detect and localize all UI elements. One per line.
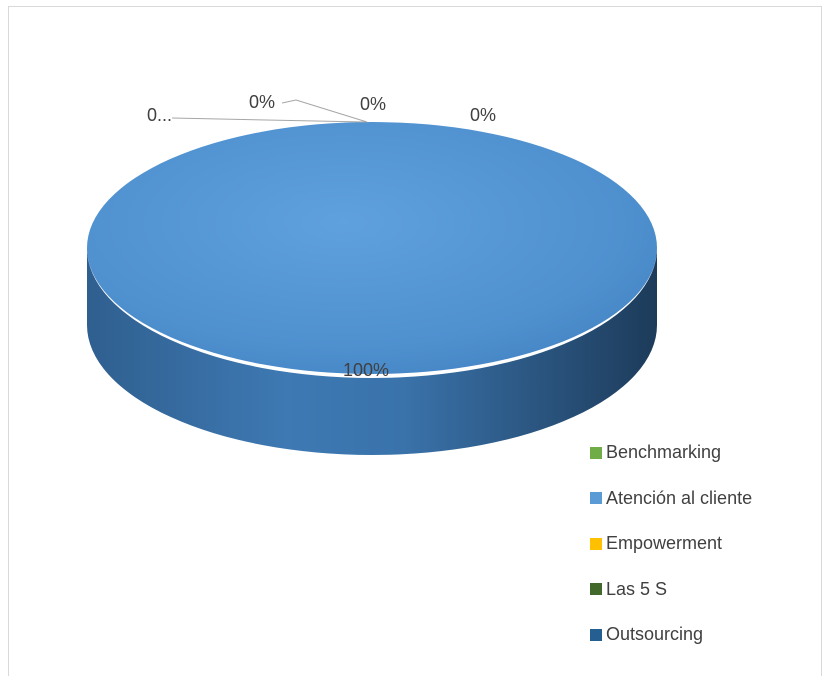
pie-side-wall — [87, 248, 657, 455]
legend-label: Outsourcing — [606, 624, 704, 645]
legend-swatch — [590, 446, 602, 459]
data-label-leader-lines — [171, 99, 368, 123]
legend-item-outsourcing: Outsourcing — [590, 612, 752, 658]
legend-label: Benchmarking — [606, 442, 722, 463]
legend-swatch — [590, 537, 602, 550]
legend-label: Atención al cliente — [606, 487, 753, 508]
data-label-las-5-s: 0% — [360, 94, 386, 114]
pie-slice-atencion-al-cliente — [87, 122, 657, 374]
legend-swatch — [590, 492, 602, 505]
data-label-outsourcing: 0% — [470, 105, 496, 125]
legend-swatch — [590, 628, 602, 641]
legend-label: Empowerment — [606, 533, 723, 554]
legend-item-atencion-al-cliente: Atención al cliente — [590, 476, 752, 522]
data-label-empowerment: 0% — [249, 92, 275, 112]
data-label-atencion-al-cliente: 100% — [343, 360, 389, 380]
legend-item-empowerment: Empowerment — [590, 521, 752, 567]
legend-item-benchmarking: Benchmarking — [590, 430, 752, 476]
legend: Benchmarking Atención al cliente Empower… — [590, 430, 752, 658]
legend-item-las-5-s: Las 5 S — [590, 567, 752, 613]
data-label-benchmarking: 0... — [147, 105, 172, 125]
legend-swatch — [590, 583, 602, 596]
legend-label: Las 5 S — [606, 578, 668, 599]
